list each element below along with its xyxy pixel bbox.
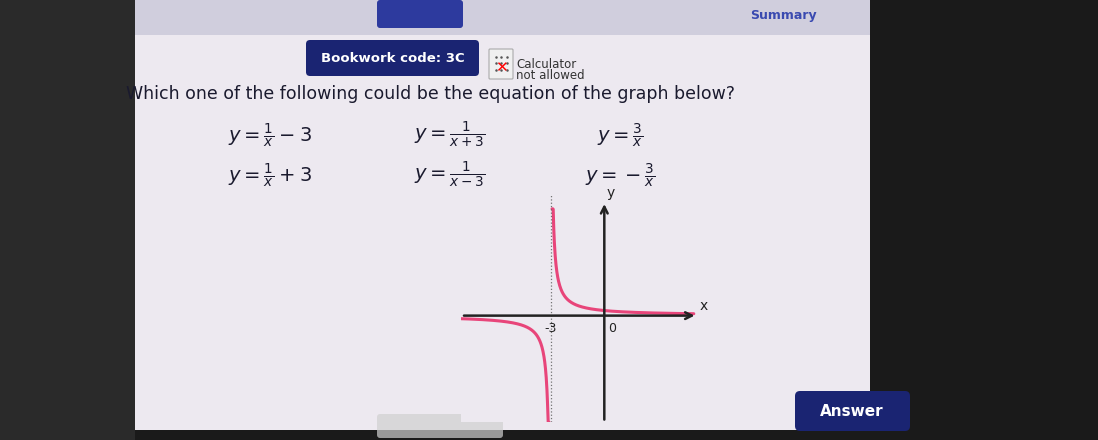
Text: not allowed: not allowed <box>516 69 584 81</box>
Bar <box>135 0 870 35</box>
FancyBboxPatch shape <box>377 414 503 438</box>
Text: Bookwork code: 3C: Bookwork code: 3C <box>322 51 464 65</box>
Text: $y = \frac{1}{x-3}$: $y = \frac{1}{x-3}$ <box>414 160 485 190</box>
Bar <box>0 0 135 440</box>
Bar <box>135 0 870 430</box>
Text: x: x <box>699 299 707 312</box>
Text: Answer: Answer <box>820 403 884 418</box>
FancyBboxPatch shape <box>306 40 479 76</box>
FancyBboxPatch shape <box>795 391 910 431</box>
Text: $y = -\frac{3}{x}$: $y = -\frac{3}{x}$ <box>585 161 656 189</box>
Text: Which one of the following could be the equation of the graph below?: Which one of the following could be the … <box>125 85 735 103</box>
Bar <box>870 0 1098 440</box>
Text: Calculator: Calculator <box>516 58 576 70</box>
Text: y: y <box>607 186 615 200</box>
Text: $y = \frac{1}{x} - 3$: $y = \frac{1}{x} - 3$ <box>228 121 312 149</box>
FancyBboxPatch shape <box>377 0 463 28</box>
Text: 0: 0 <box>608 322 616 335</box>
FancyBboxPatch shape <box>489 49 513 79</box>
Text: $y = \frac{1}{x} + 3$: $y = \frac{1}{x} + 3$ <box>228 161 312 189</box>
Text: $y = \frac{1}{x+3}$: $y = \frac{1}{x+3}$ <box>414 120 485 150</box>
Text: $y = \frac{3}{x}$: $y = \frac{3}{x}$ <box>596 121 643 149</box>
Text: ✕: ✕ <box>494 61 507 76</box>
Text: -3: -3 <box>545 322 557 335</box>
Text: Summary: Summary <box>750 8 817 22</box>
